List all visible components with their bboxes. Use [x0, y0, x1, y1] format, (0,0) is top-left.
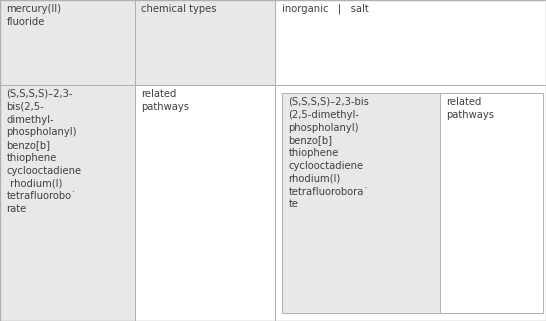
- FancyBboxPatch shape: [440, 93, 543, 313]
- Text: inorganic   |   salt: inorganic | salt: [282, 4, 369, 14]
- FancyBboxPatch shape: [275, 0, 546, 85]
- FancyBboxPatch shape: [135, 85, 275, 321]
- FancyBboxPatch shape: [275, 85, 546, 321]
- Text: chemical types: chemical types: [141, 4, 217, 14]
- FancyBboxPatch shape: [282, 93, 440, 313]
- FancyBboxPatch shape: [135, 0, 275, 85]
- FancyBboxPatch shape: [0, 0, 135, 85]
- Text: mercury(II)
fluoride: mercury(II) fluoride: [7, 4, 62, 27]
- Text: (S,S,S,S)–2,3-
bis(2,5-
dimethyl-
phospholanyl)
benzo[b]
thiophene
cyclooctadien: (S,S,S,S)–2,3- bis(2,5- dimethyl- phosph…: [7, 89, 82, 214]
- Text: related
pathways: related pathways: [446, 97, 494, 120]
- Text: (S,S,S,S)–2,3-bis
(2,5-dimethyl-
phospholanyl)
benzo[b]
thiophene
cyclooctadiene: (S,S,S,S)–2,3-bis (2,5-dimethyl- phospho…: [288, 97, 369, 209]
- FancyBboxPatch shape: [0, 85, 135, 321]
- Text: related
pathways: related pathways: [141, 89, 189, 112]
